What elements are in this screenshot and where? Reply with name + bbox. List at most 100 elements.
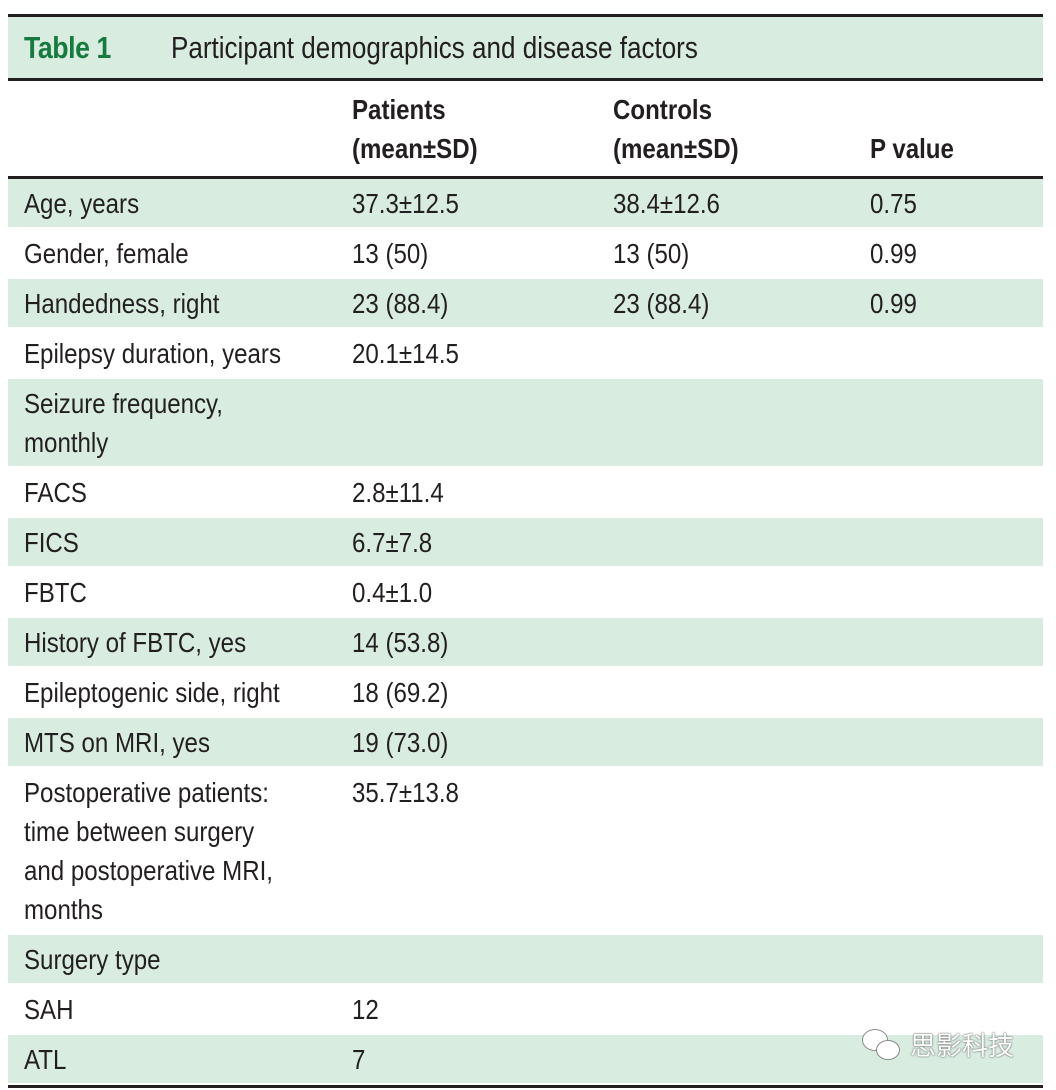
p-value: 0.99 (870, 238, 917, 269)
controls-value: 38.4±12.6 (613, 188, 720, 219)
p-value-cell (870, 618, 1043, 666)
row-label: Handedness, right (24, 288, 220, 319)
row-label-cell: Seizure frequency, monthly (8, 379, 352, 466)
patients-value: 12 (352, 994, 379, 1025)
controls-value-cell (613, 329, 870, 377)
row-label: SAH (24, 994, 74, 1025)
controls-value-cell (613, 1035, 870, 1083)
table-row: Age, years 37.3±12.5 38.4±12.6 0.75 (8, 179, 1043, 229)
patients-value: 37.3±12.5 (352, 188, 459, 219)
row-label-cell: Surgery type (8, 935, 352, 983)
patients-value-cell: 14 (53.8) (352, 618, 613, 666)
header-cell-patients: Patients (mean±SD) (352, 94, 478, 164)
table-row: SAH 12 (8, 985, 1043, 1035)
patients-value-cell: 12 (352, 985, 613, 1033)
row-label-cell: SAH (8, 985, 352, 1033)
controls-value-cell (613, 935, 870, 983)
controls-value-cell (613, 379, 870, 427)
row-label: FACS (24, 477, 87, 508)
row-label: ATL (24, 1044, 67, 1075)
p-value-cell (870, 768, 1043, 816)
p-value-cell: 0.99 (870, 229, 1043, 277)
table-body: Age, years 37.3±12.5 38.4±12.6 0.75 Gender, … (8, 179, 1043, 1085)
p-value-cell: 0.99 (870, 279, 1043, 327)
patients-value-cell: 7 (352, 1035, 613, 1083)
table-row: Seizure frequency, monthly (8, 379, 1043, 468)
patients-value: 6.7±7.8 (352, 527, 433, 558)
controls-value-cell (613, 718, 870, 766)
patients-value-cell (352, 379, 613, 427)
patients-value-cell: 37.3±12.5 (352, 179, 613, 227)
table-header-row: Patients (mean±SD) Controls (mean±SD) P … (8, 81, 1043, 179)
row-label-cell: Age, years (8, 179, 352, 227)
row-label: Postoperative patients: time between sur… (24, 777, 273, 925)
row-label: FBTC (24, 577, 87, 608)
table-row: Postoperative patients: time between sur… (8, 768, 1043, 935)
controls-value-cell (613, 985, 870, 1033)
header-cell-controls: Controls (mean±SD) (613, 94, 739, 164)
patients-value-cell: 2.8±11.4 (352, 468, 613, 516)
table-row: FBTC 0.4±1.0 (8, 568, 1043, 618)
p-value-cell (870, 518, 1043, 566)
row-label: Age, years (24, 188, 140, 219)
row-label: Epileptogenic side, right (24, 677, 280, 708)
patients-value-cell: 18 (69.2) (352, 668, 613, 716)
patients-value: 18 (69.2) (352, 677, 449, 708)
controls-value: 13 (50) (613, 238, 690, 269)
controls-value-cell (613, 518, 870, 566)
row-label-cell: Postoperative patients: time between sur… (8, 768, 352, 933)
controls-value-cell (613, 668, 870, 716)
controls-value-cell: 38.4±12.6 (613, 179, 870, 227)
table-row: MTS on MRI, yes 19 (73.0) (8, 718, 1043, 768)
table-row: Surgery type (8, 935, 1043, 985)
wechat-icon (862, 1028, 902, 1061)
controls-value-cell (613, 768, 870, 816)
row-label: History of FBTC, yes (24, 627, 247, 658)
patients-value-cell: 35.7±13.8 (352, 768, 613, 816)
patients-value-cell: 13 (50) (352, 229, 613, 277)
table-bottom-rule (8, 1085, 1043, 1088)
row-label: Gender, female (24, 238, 189, 269)
controls-value-cell: 23 (88.4) (613, 279, 870, 327)
controls-value-cell: 13 (50) (613, 229, 870, 277)
header-cell-p-value: P value (870, 133, 954, 164)
p-value-cell (870, 379, 1043, 427)
row-label-cell: MTS on MRI, yes (8, 718, 352, 766)
table-row: FICS 6.7±7.8 (8, 518, 1043, 568)
patients-value-cell (352, 935, 613, 983)
p-value: 0.99 (870, 288, 917, 319)
patients-value-cell: 23 (88.4) (352, 279, 613, 327)
p-value-cell (870, 329, 1043, 377)
row-label: MTS on MRI, yes (24, 727, 210, 758)
row-label: FICS (24, 527, 79, 558)
controls-value-cell (613, 468, 870, 516)
p-value-cell (870, 668, 1043, 716)
p-value-cell (870, 468, 1043, 516)
table-row: Gender, female 13 (50) 13 (50) 0.99 (8, 229, 1043, 279)
watermark-text: 思影科技 (910, 1032, 1015, 1062)
patients-value: 7 (352, 1044, 366, 1075)
patients-value: 2.8±11.4 (352, 477, 444, 508)
patients-value: 35.7±13.8 (352, 777, 459, 808)
table-row: FACS 2.8±11.4 (8, 468, 1043, 518)
row-label-cell: Epileptogenic side, right (8, 668, 352, 716)
table-title: Participant demographics and disease fac… (171, 29, 698, 65)
controls-value-cell (613, 568, 870, 616)
data-table: Table 1 Participant demographics and dis… (8, 14, 1043, 1088)
patients-value: 14 (53.8) (352, 627, 449, 658)
row-label-cell: FACS (8, 468, 352, 516)
patients-value: 0.4±1.0 (352, 577, 433, 608)
patients-value-cell: 6.7±7.8 (352, 518, 613, 566)
row-label-cell: FICS (8, 518, 352, 566)
row-label-cell: Gender, female (8, 229, 352, 277)
patients-value: 20.1±14.5 (352, 338, 459, 369)
table-row: History of FBTC, yes 14 (53.8) (8, 618, 1043, 668)
patients-value: 23 (88.4) (352, 288, 449, 319)
p-value-cell (870, 718, 1043, 766)
p-value-cell (870, 935, 1043, 983)
row-label: Surgery type (24, 944, 161, 975)
row-label: Seizure frequency, monthly (24, 388, 223, 458)
patients-value-cell: 20.1±14.5 (352, 329, 613, 377)
controls-value: 23 (88.4) (613, 288, 710, 319)
header-cell-label (8, 81, 352, 176)
